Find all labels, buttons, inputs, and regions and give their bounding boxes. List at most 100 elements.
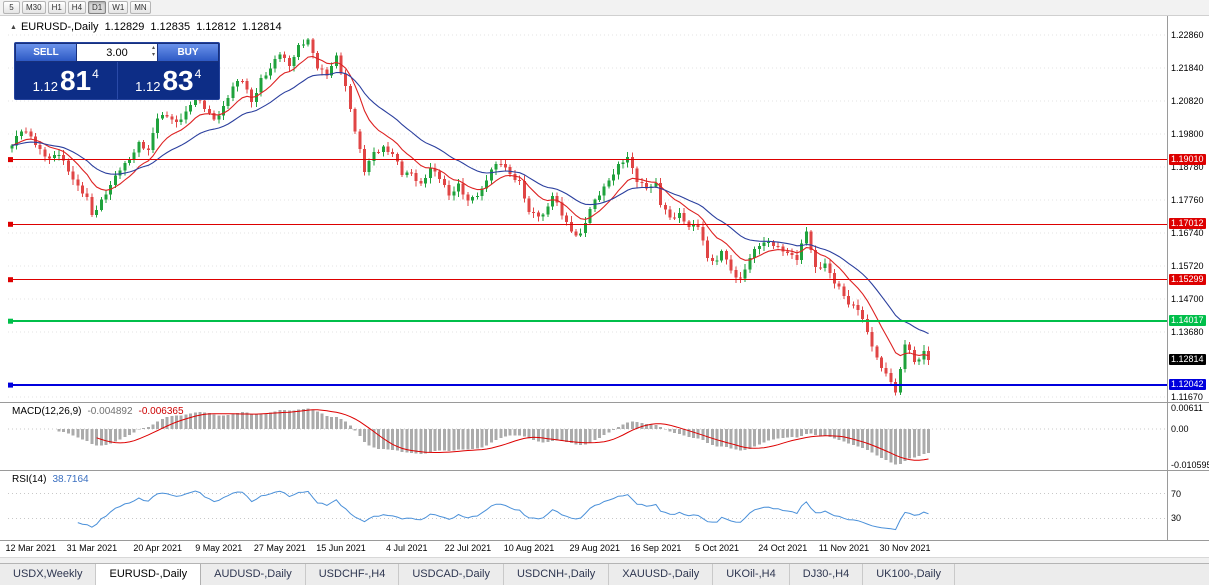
ohlc-low-value: 1.12812 [196,21,236,33]
time-axis-label: 24 Oct 2021 [758,543,808,553]
price-axis-border [1167,16,1168,540]
price-chart-canvas[interactable] [8,16,1167,402]
price-axis-label: 1.18780 [1171,162,1204,173]
chart-tab-dj30-h4[interactable]: DJ30-,H4 [790,564,864,585]
time-axis-label: 11 Nov 2021 [818,543,870,553]
time-axis: 12 Mar 2021 31 Mar 2021 20 Apr 2021 9 May 2… [0,541,1167,557]
sell-button[interactable]: SELL [15,43,77,62]
price-axis-label: 1.13680 [1171,327,1204,338]
one-click-trading-panel: SELL 3.00 ▴ ▾ BUY 1.12 81 4 1.12 83 4 [14,42,220,100]
timeframe-button-5[interactable]: 5 [3,1,20,14]
time-axis-label: 30 Nov 2021 [879,543,931,553]
horizontal-scrollbar[interactable] [0,557,1209,563]
chart-tab-audusd-daily[interactable]: AUDUSD-,Daily [201,564,306,585]
symbol-collapse-icon[interactable]: ▲ [10,23,17,31]
macd-axis-label: 0.00611 [1171,403,1203,414]
time-axis-label: 9 May 2021 [195,543,243,553]
hline-price-tag[interactable]: 1.19010 [1169,153,1206,165]
buy-price-prefix: 1.12 [135,79,161,94]
sell-price-prefix: 1.12 [32,79,58,94]
trade-controls-row: SELL 3.00 ▴ ▾ BUY [15,43,219,62]
price-axis-label: 1.17760 [1171,195,1204,206]
time-axis-label: 27 May 2021 [253,543,306,553]
macd-main-value: -0.004892 [87,406,133,417]
buy-button[interactable]: BUY [157,43,219,62]
current-price-tag: 1.12814 [1169,354,1206,366]
macd-indicator-canvas[interactable] [8,403,1167,470]
macd-label: MACD(12,26,9) -0.004892 -0.006365 [12,406,184,417]
price-axis-label: 1.22860 [1171,29,1204,40]
price-axis-label: 1.21840 [1171,63,1204,73]
time-axis-label: 10 Aug 2021 [503,543,555,553]
price-axis-label: 1.19800 [1171,129,1204,140]
ohlc-close-value: 1.12814 [241,21,282,33]
rsi-value: 38.7164 [52,474,89,485]
time-axis-label: 16 Sep 2021 [630,543,682,553]
hline-price-tag[interactable]: 1.12042 [1169,379,1206,391]
time-axis-label: 31 Mar 2021 [66,543,118,553]
chart-tab-usdx-weekly[interactable]: USDX,Weekly [0,564,97,585]
macd-panel-splitter[interactable] [0,402,1209,403]
chart-tab-usdcnh-daily[interactable]: USDCNH-,Daily [504,564,610,585]
chart-tab-eurusd-daily[interactable]: EURUSD-,Daily [96,564,202,585]
macd-axis-label: 0.00 [1171,424,1189,435]
timeframe-button-h4[interactable]: H4 [67,1,87,14]
time-axis-label: 29 Aug 2021 [569,543,621,553]
rsi-axis-label: 70 [1171,488,1182,499]
ohlc-open-value: 1.12829 [104,21,145,33]
volume-spinner: ▴ ▾ [152,45,155,59]
price-axis-label: 1.11670 [1171,392,1203,403]
buy-price-big-digits: 83 [162,65,194,96]
time-axis-label: 12 Mar 2021 [5,543,57,553]
ohlc-high-value: 1.12835 [150,21,191,33]
timeframe-button-w1[interactable]: W1 [108,1,129,14]
trade-quotes-row: 1.12 81 4 1.12 83 4 [15,62,219,99]
hline-price-tag[interactable]: 1.15299 [1169,273,1206,285]
chart-tab-ukoil-h4[interactable]: UKOil-,H4 [713,564,790,585]
rsi-label: RSI(14) 38.7164 [12,474,89,485]
rsi-indicator-canvas[interactable] [8,471,1167,540]
macd-axis-label: -0.010595 [1171,459,1209,470]
timeframe-button-h1[interactable]: H1 [47,1,66,14]
macd-title: MACD(12,26,9) [12,406,82,417]
rsi-panel-splitter[interactable] [0,470,1209,471]
time-axis-label: 22 Jul 2021 [444,543,492,553]
hline-price-tag[interactable]: 1.17012 [1169,218,1206,230]
chart-tab-xauusd-daily[interactable]: XAUUSD-,Daily [609,564,714,585]
buy-price-pip: 4 [194,67,202,81]
price-axis-label: 1.14700 [1171,294,1204,305]
time-axis-border [0,540,1209,541]
timeframe-toolbar: 5 M30 H1 H4 D1 W1 MN [0,0,1209,16]
price-axis-label: 1.16740 [1171,228,1204,239]
time-axis-label: 20 Apr 2021 [133,543,182,553]
price-axis: 1.22860 1.21840 1.20820 1.19800 1.18780 1.177… [1168,0,1209,557]
chart-tab-usdcad-daily[interactable]: USDCAD-,Daily [399,564,504,585]
volume-value: 3.00 [106,46,128,59]
hline-price-tag[interactable]: 1.14017 [1169,315,1206,327]
time-axis-label: 4 Jul 2021 [386,543,428,553]
rsi-title: RSI(14) [12,474,47,485]
chart-tab-usdchf-h4[interactable]: USDCHF-,H4 [306,564,400,585]
sell-price-big-digits: 81 [59,65,92,96]
chart-symbol-title: EURUSD-,Daily [20,21,99,33]
rsi-axis-label: 30 [1171,513,1182,524]
buy-price-display[interactable]: 1.12 83 4 [118,62,220,99]
spinner-up-icon[interactable]: ▴ [151,45,155,51]
macd-signal-value: -0.006365 [138,406,184,417]
timeframe-button-mn[interactable]: MN [130,1,151,14]
sell-price-display[interactable]: 1.12 81 4 [15,62,117,99]
time-axis-label: 5 Oct 2021 [694,543,740,553]
chart-header: ▲ EURUSD-,Daily 1.12829 1.12835 1.12812 … [10,21,282,33]
timeframe-button-m30[interactable]: M30 [22,1,46,14]
chart-tab-uk100-daily[interactable]: UK100-,Daily [863,564,956,585]
timeframe-button-d1[interactable]: D1 [88,1,107,14]
quote-divider [116,62,118,99]
volume-input[interactable]: 3.00 ▴ ▾ [77,43,157,62]
sell-price-pip: 4 [92,67,99,81]
chart-tabs-bar: USDX,Weekly EURUSD-,Daily AUDUSD-,Daily USD… [0,563,1209,585]
time-axis-label: 15 Jun 2021 [316,543,366,553]
price-axis-label: 1.20820 [1171,96,1204,107]
price-axis-label: 1.15720 [1171,261,1204,272]
spinner-down-icon[interactable]: ▾ [151,52,155,58]
